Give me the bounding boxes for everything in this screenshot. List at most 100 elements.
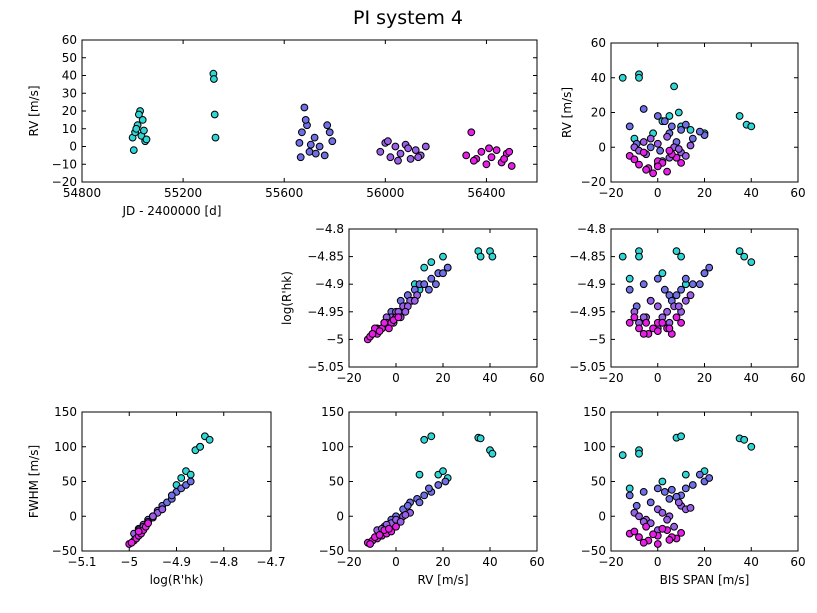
data-point (630, 313, 639, 322)
data-point (488, 252, 497, 261)
y-tick-label: 100 (321, 440, 344, 454)
data-point (394, 156, 402, 165)
data-point (674, 498, 683, 507)
series-magenta (625, 146, 685, 178)
y-tick-label: −4.8 (577, 222, 606, 236)
data-point (646, 134, 655, 143)
y-tick-label: −4.8 (315, 222, 344, 236)
data-point (686, 291, 695, 300)
data-point (653, 327, 662, 336)
data-point (375, 327, 384, 336)
x-tick-label: 40 (482, 371, 497, 385)
series-cyan-epoch (128, 69, 220, 155)
data-point (688, 481, 697, 489)
x-tick-label: 60 (790, 371, 805, 385)
x-tick-label: 60 (790, 555, 805, 569)
data-point (186, 477, 195, 486)
data-point (300, 103, 309, 112)
data-point (296, 153, 305, 162)
data-point (618, 451, 627, 460)
y-tick-label: 150 (321, 405, 344, 419)
x-tick-label: −4.8 (209, 555, 238, 569)
data-point (427, 274, 436, 283)
y-tick-label: 40 (591, 71, 606, 85)
data-point (129, 146, 138, 155)
y-tick-label: −20 (52, 175, 77, 189)
data-point (630, 527, 639, 536)
data-point (649, 530, 657, 539)
data-point (677, 252, 685, 261)
data-point (677, 318, 685, 327)
x-tick-label: −20 (336, 555, 361, 569)
data-point (740, 435, 749, 444)
points-logr_bis (618, 247, 756, 338)
data-point (635, 160, 643, 169)
points-rv_time (128, 69, 516, 170)
x-tick-label: 60 (529, 371, 544, 385)
series-magenta (125, 519, 153, 548)
data-point (660, 285, 669, 294)
data-point (705, 474, 714, 482)
data-point (401, 511, 410, 519)
x-tick-label: 40 (744, 371, 759, 385)
data-point (492, 146, 501, 155)
y-tick-label: −4.9 (315, 277, 344, 291)
data-point (635, 252, 643, 261)
data-point (665, 112, 674, 120)
y-tick-label: −20 (581, 175, 606, 189)
data-point (462, 151, 471, 160)
data-point (639, 488, 648, 496)
data-point (665, 324, 674, 333)
data-point (747, 122, 756, 131)
data-point (625, 274, 634, 283)
panel-fwhm_bis: −20 0 20 40 60 −50 0 50 100 150 BIS SPAN [m/s] (581, 405, 806, 587)
y-tick-label: −4.95 (307, 305, 344, 319)
data-point (385, 324, 393, 333)
data-point (149, 512, 157, 521)
data-point (639, 105, 648, 113)
data-point (177, 474, 186, 482)
data-point (665, 495, 674, 503)
data-point (401, 307, 410, 316)
data-point (646, 296, 655, 305)
data-point (488, 449, 497, 458)
data-point (663, 132, 671, 141)
data-point (410, 296, 419, 305)
x-axis-label: BIS SPAN [m/s] (660, 573, 750, 587)
y-tick-label: 50 (329, 475, 344, 489)
panel-logr_rv: −20 0 20 40 60 −5.05 −5 −4.95 −4.9 −4.85 −4.8 log(R… (280, 222, 545, 385)
data-point (653, 540, 662, 548)
series-slate-blue (625, 105, 709, 155)
data-point (625, 318, 634, 327)
x-tick-label: 0 (654, 555, 662, 569)
data-point (658, 524, 667, 533)
x-tick-label: 20 (697, 555, 712, 569)
data-point (625, 285, 634, 294)
data-point (672, 313, 681, 322)
data-point (672, 247, 681, 256)
data-point (158, 505, 167, 514)
data-point (625, 491, 634, 500)
data-point (404, 144, 413, 153)
x-tick-label: −4.9 (162, 555, 191, 569)
data-point (443, 263, 452, 272)
y-tick-label: −4.95 (569, 305, 606, 319)
data-point (747, 442, 756, 451)
data-point (658, 318, 667, 327)
data-point (134, 527, 143, 536)
data-point (681, 152, 690, 160)
points-logr_rv (363, 247, 497, 344)
data-point (311, 149, 320, 158)
data-point (674, 108, 683, 117)
y-tick-label: 60 (591, 36, 606, 50)
data-point (210, 75, 218, 83)
data-point (476, 434, 485, 443)
x-tick-label: 20 (697, 371, 712, 385)
data-point (439, 269, 447, 278)
data-point (635, 449, 643, 458)
panel-fwhm_logr: −5.1 −5 −4.9 −4.8 −4.7 −50 0 50 100 150 log(R'hk) F… (27, 405, 286, 587)
y-tick-label: −4.9 (577, 277, 606, 291)
data-point (677, 432, 685, 441)
x-tick-label: 55200 (164, 186, 202, 200)
data-point (663, 307, 671, 316)
